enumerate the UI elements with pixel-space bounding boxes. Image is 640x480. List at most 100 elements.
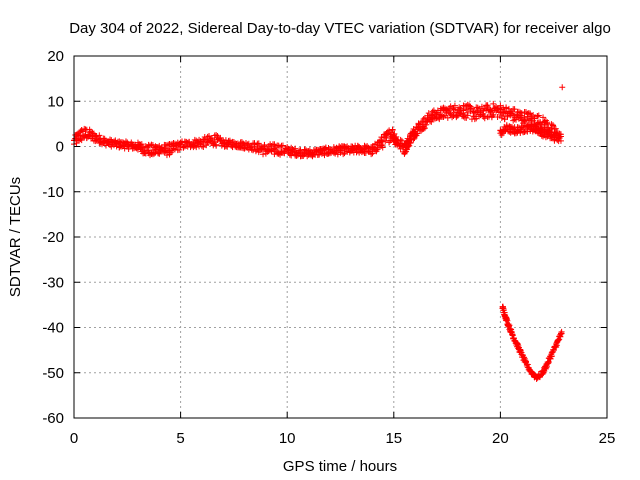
data-point <box>142 143 149 150</box>
data-point <box>261 141 268 148</box>
data-point <box>224 143 231 150</box>
data-point <box>362 149 369 156</box>
x-tick-labels: 0 5 10 15 20 25 <box>70 430 616 447</box>
x-tick-label: 25 <box>599 430 616 447</box>
data-point <box>393 133 400 140</box>
data-point <box>518 110 525 117</box>
data-point <box>555 138 562 145</box>
x-tick-label: 5 <box>176 430 184 447</box>
data-point <box>176 146 183 153</box>
data-point <box>558 330 565 337</box>
x-tick-label: 10 <box>279 430 296 447</box>
data-point <box>277 143 284 150</box>
data-point <box>540 369 547 376</box>
data-point <box>549 122 556 129</box>
data-point <box>504 317 511 324</box>
data-point <box>515 108 522 115</box>
data-point <box>521 355 528 362</box>
data-point <box>535 112 542 119</box>
data-point <box>503 105 510 112</box>
y-tick-label: 0 <box>56 139 64 156</box>
data-point <box>464 112 471 119</box>
y-tick-label: -30 <box>42 274 64 291</box>
data-point <box>260 151 267 158</box>
data-point <box>542 134 549 141</box>
data-point <box>414 130 421 137</box>
data-point <box>267 147 274 154</box>
data-point <box>502 127 509 134</box>
axis-ticks <box>73 55 608 419</box>
data-point <box>530 111 537 118</box>
data-point <box>213 141 220 148</box>
data-point <box>545 360 552 367</box>
data-point <box>543 364 550 371</box>
data-point <box>78 127 85 134</box>
data-point <box>545 358 552 365</box>
data-point <box>481 113 488 120</box>
data-point <box>383 134 390 141</box>
y-tick-label: -20 <box>42 229 64 246</box>
data-point <box>384 130 391 137</box>
data-point <box>271 145 278 152</box>
data-point <box>403 146 410 153</box>
data-point <box>559 84 566 91</box>
data-point <box>506 325 513 332</box>
data-point <box>163 142 170 149</box>
y-tick-label: -50 <box>42 365 64 382</box>
data-point <box>506 322 513 329</box>
data-point <box>503 316 510 323</box>
data-point <box>163 152 170 159</box>
x-axis-label: GPS time / hours <box>283 458 397 475</box>
data-point <box>446 109 453 116</box>
y-tick-label: -60 <box>42 410 64 427</box>
data-point <box>534 112 541 119</box>
y-axis-label: SDTVAR / TECUs <box>7 177 24 297</box>
data-point <box>382 137 389 144</box>
data-point <box>525 109 532 116</box>
data-point <box>147 152 154 159</box>
data-point <box>440 114 447 121</box>
data-point <box>527 110 534 117</box>
data-point <box>138 141 145 148</box>
data-point <box>206 138 213 145</box>
data-point <box>292 145 299 152</box>
data-point <box>511 106 518 113</box>
data-point <box>77 136 84 143</box>
data-point <box>86 129 93 136</box>
data-point <box>222 137 229 144</box>
data-point <box>554 137 561 144</box>
data-point <box>429 112 436 119</box>
data-point <box>108 143 115 150</box>
data-point <box>490 111 497 118</box>
data-point <box>517 346 524 353</box>
data-point <box>510 117 517 124</box>
data-point <box>474 104 481 111</box>
data-point <box>518 124 525 131</box>
y-tick-label: -40 <box>42 320 64 337</box>
y-tick-label: 20 <box>47 48 64 65</box>
data-point <box>242 140 249 147</box>
x-tick-label: 0 <box>70 430 78 447</box>
data-point <box>457 106 464 113</box>
data-point <box>397 136 404 143</box>
x-tick-label: 15 <box>385 430 402 447</box>
y-tick-label: -10 <box>42 184 64 201</box>
data-point <box>122 138 129 145</box>
data-point <box>494 113 501 120</box>
data-point <box>555 336 562 343</box>
data-point <box>213 132 220 139</box>
data-point <box>73 140 80 147</box>
data-point <box>490 100 497 107</box>
data-point <box>509 331 516 338</box>
data-point <box>340 151 347 158</box>
data-point <box>509 331 516 338</box>
data-points <box>71 84 566 383</box>
x-tick-label: 20 <box>492 430 509 447</box>
data-point <box>460 107 467 114</box>
data-point <box>542 365 549 372</box>
data-point <box>116 144 123 151</box>
data-point <box>428 118 435 125</box>
data-point <box>487 108 494 115</box>
data-point <box>540 114 547 121</box>
data-point <box>470 108 477 115</box>
